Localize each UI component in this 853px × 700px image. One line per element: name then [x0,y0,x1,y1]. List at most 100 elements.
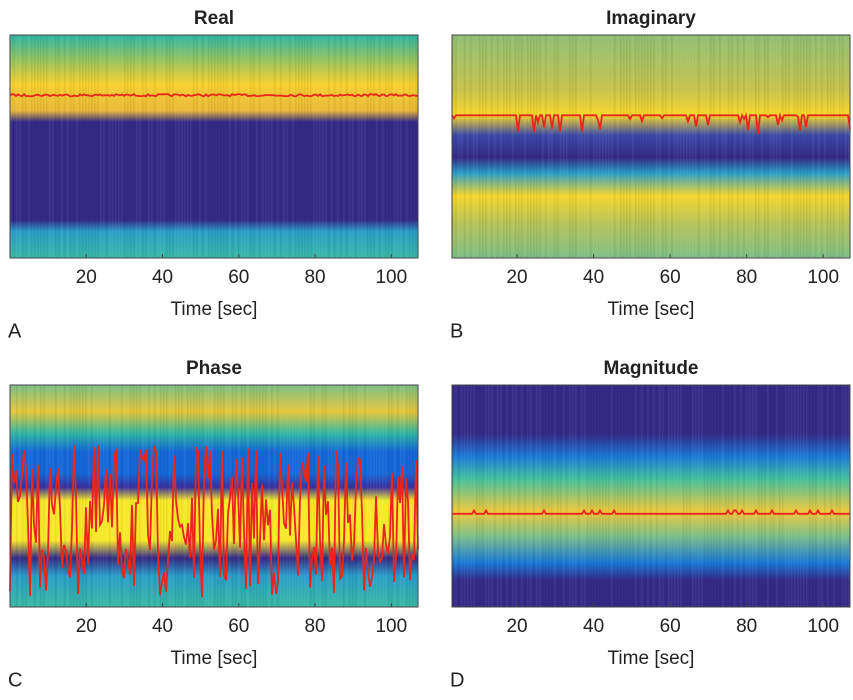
heatmap-stripe [629,385,631,607]
heatmap-stripe [665,385,667,607]
heatmap-stripe [127,35,129,258]
x-tick-label: 100 [807,267,839,288]
heatmap-stripe [220,35,222,258]
heatmap-stripe [644,385,646,607]
heatmap-stripe [196,385,198,607]
heatmap-stripe [259,385,261,607]
heatmap-stripe [788,35,790,258]
heatmap-stripe [677,35,679,258]
heatmap-stripe [310,385,312,607]
heatmap-stripe [548,385,550,607]
heatmap-stripe [761,35,763,258]
heatmap-stripe [142,35,144,258]
heatmap-stripe [563,35,565,258]
x-tick-label: 40 [583,616,604,637]
heatmap-stripe [524,385,526,607]
plot-frame [451,34,851,259]
heatmap-stripe [388,35,390,258]
heatmap-stripe [187,35,189,258]
x-tick-label: 20 [76,616,97,637]
heatmap-stripe [364,35,366,258]
heatmap-stripe [542,35,544,258]
x-tick-label: 100 [807,616,839,637]
heatmap-stripe [695,35,697,258]
heatmap-stripe [346,35,348,258]
heatmap-stripe [100,385,102,607]
heatmap-stripe [277,385,279,607]
heatmap-stripe [322,35,324,258]
heatmap-stripe [280,35,282,258]
heatmap-stripe [821,385,823,607]
heatmap-stripe [388,385,390,607]
heatmap-stripe [632,385,634,607]
heatmap-stripe [602,385,604,607]
heatmap-stripe [608,385,610,607]
heatmap-stripe [46,385,48,607]
heatmap-stripe [518,35,520,258]
heatmap-stripe [367,385,369,607]
heatmap-stripe [506,385,508,607]
heatmap-stripe [136,385,138,607]
heatmap-stripe [626,385,628,607]
heatmap-stripe [382,35,384,258]
heatmap-stripe [82,35,84,258]
heatmap-stripe [539,35,541,258]
heatmap-stripe [286,35,288,258]
heatmap-stripe [485,385,487,607]
heatmap-stripe [512,385,514,607]
x-tick-label: 80 [304,616,325,637]
heatmap-stripe [806,35,808,258]
heatmap-stripe [551,35,553,258]
heatmap-stripe [43,35,45,258]
heatmap-stripe [839,385,841,607]
heatmap-stripe [470,35,472,258]
heatmap-stripe [10,35,12,258]
heatmap-stripe [578,385,580,607]
heatmap-stripe [49,35,51,258]
heatmap-stripe [109,35,111,258]
heatmap-stripe [289,35,291,258]
heatmap-stripe [746,385,748,607]
heatmap-stripe [130,385,132,607]
heatmap-stripe [524,35,526,258]
heatmap-stripe [88,385,90,607]
heatmap-stripe [361,35,363,258]
heatmap-stripe [479,35,481,258]
x-tick-label: 20 [76,267,97,288]
heatmap-stripe [464,35,466,258]
heatmap-stripe [566,35,568,258]
heatmap-stripe [274,385,276,607]
heatmap-stripe [815,35,817,258]
heatmap-stripe [665,35,667,258]
heatmap-stripe [64,385,66,607]
heatmap-stripe [244,35,246,258]
heatmap-stripe [391,35,393,258]
heatmap-stripe [581,385,583,607]
plot-frame [451,384,851,608]
heatmap-stripe [794,385,796,607]
heatmap-stripe [58,35,60,258]
panel-label: C [8,669,22,691]
heatmap-stripe [845,35,847,258]
heatmap-stripe [211,35,213,258]
heatmap-stripe [467,385,469,607]
panel-label: B [450,320,463,342]
heatmap-stripe [331,385,333,607]
heatmap-stripe [100,35,102,258]
chart-title: Imaginary [606,8,696,29]
heatmap-stripe [76,35,78,258]
heatmap-stripe [614,35,616,258]
heatmap-stripe [584,385,586,607]
heatmap-stripe [148,385,150,607]
heatmap-stripe [379,35,381,258]
heatmap-stripe [476,385,478,607]
heatmap-stripe [373,385,375,607]
heatmap-stripe [52,35,54,258]
heatmap-stripe [178,385,180,607]
heatmap-stripe [52,385,54,607]
heatmap-stripe [464,385,466,607]
heatmap-stripe [776,35,778,258]
heatmap-stripe [803,385,805,607]
x-tick-label: 100 [375,267,407,288]
heatmap-stripe [746,35,748,258]
